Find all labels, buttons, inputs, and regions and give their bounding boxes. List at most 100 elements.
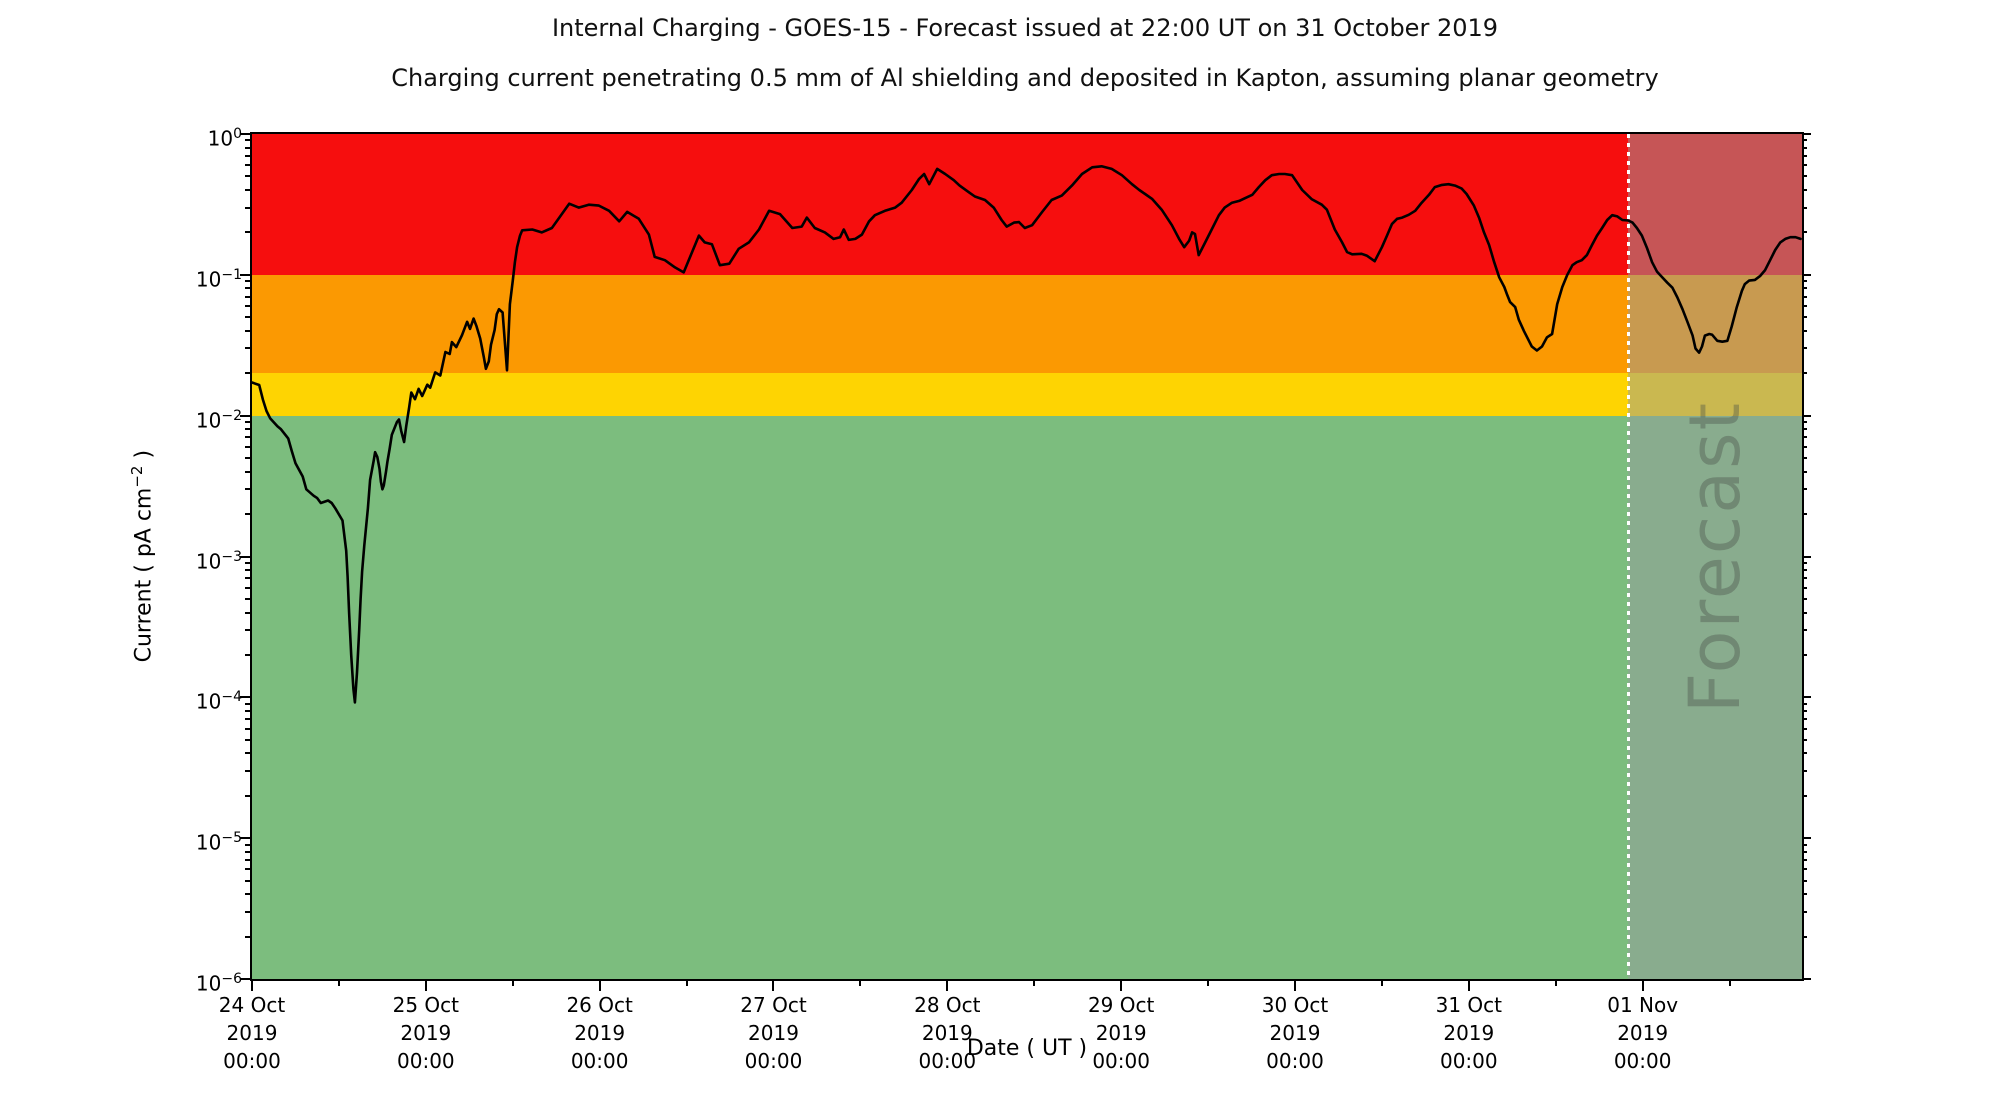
- y-minor-tick-right: [1802, 206, 1807, 209]
- chart-title: Internal Charging - GOES-15 - Forecast i…: [551, 14, 1499, 42]
- y-minor-tick-left: [245, 843, 252, 846]
- y-minor-tick-left: [245, 738, 252, 741]
- y-tick-label: 10−1: [195, 266, 242, 292]
- y-minor-tick-right: [1802, 146, 1807, 149]
- y-minor-tick-right: [1802, 305, 1807, 308]
- y-minor-tick-left: [245, 189, 252, 192]
- band-yellow: [252, 373, 1802, 416]
- y-minor-tick-right: [1802, 935, 1807, 938]
- y-minor-tick-left: [245, 347, 252, 350]
- x-major-tick: [598, 979, 601, 991]
- y-major-tick-left: [240, 978, 252, 980]
- y-minor-tick-left: [245, 561, 252, 564]
- y-tick-label: 10−4: [195, 689, 242, 714]
- y-minor-tick-left: [245, 718, 252, 721]
- y-minor-tick-right: [1802, 287, 1807, 290]
- y-minor-tick-left: [245, 752, 252, 755]
- y-minor-tick-right: [1802, 457, 1807, 460]
- y-minor-tick-right: [1802, 164, 1807, 167]
- x-tick-label: 25 Oct 2019 00:00: [392, 993, 460, 1073]
- y-major-tick-left: [240, 273, 252, 276]
- y-minor-tick-left: [245, 287, 252, 290]
- x-major-tick: [1641, 979, 1644, 991]
- y-major-tick-right: [1802, 837, 1811, 840]
- y-minor-tick-left: [245, 586, 252, 589]
- y-minor-tick-left: [245, 206, 252, 209]
- forecast-start-divider-line: [1626, 134, 1630, 979]
- x-major-tick: [946, 979, 949, 991]
- y-minor-tick-right: [1802, 910, 1807, 913]
- y-tick-label: 10−5: [195, 830, 242, 855]
- y-minor-tick-left: [245, 910, 252, 913]
- x-minor-tick: [337, 979, 340, 986]
- x-tick-label: 31 Oct 2019 00:00: [1435, 993, 1502, 1073]
- y-minor-tick-left: [245, 858, 252, 861]
- x-tick-label: 27 Oct 2019 00:00: [740, 993, 807, 1073]
- y-minor-tick-left: [245, 175, 252, 178]
- x-tick-label: 01 Nov 2019 00:00: [1607, 993, 1679, 1073]
- y-major-tick-right: [1802, 133, 1811, 135]
- y-minor-tick-right: [1802, 769, 1807, 772]
- y-minor-tick-right: [1802, 513, 1807, 516]
- y-minor-tick-left: [245, 702, 252, 705]
- y-minor-tick-left: [245, 868, 252, 871]
- y-minor-tick-right: [1802, 231, 1807, 234]
- y-minor-tick-left: [245, 305, 252, 308]
- y-minor-tick-left: [245, 154, 252, 157]
- x-tick-label: 29 Oct 2019 00:00: [1087, 993, 1155, 1073]
- y-major-tick-left: [240, 414, 252, 417]
- y-minor-tick-right: [1802, 879, 1807, 882]
- y-minor-tick-left: [245, 445, 252, 448]
- plot-area: Forecast 100 10−1 10−2 10−3 10−4 10−5 10−6 24 …: [128, 126, 1811, 1073]
- y-minor-tick-right: [1802, 718, 1807, 721]
- charging-current-line-svg: [250, 165, 1802, 704]
- y-minor-tick-right: [1802, 893, 1807, 896]
- y-minor-tick-right: [1802, 316, 1807, 319]
- y-minor-tick-right: [1802, 843, 1807, 846]
- x-minor-tick: [511, 979, 514, 986]
- y-minor-tick-left: [245, 488, 252, 491]
- y-minor-tick-left: [245, 577, 252, 580]
- y-minor-tick-left: [245, 428, 252, 431]
- y-major-tick-right: [1802, 273, 1811, 276]
- y-minor-tick-left: [245, 295, 252, 298]
- y-minor-tick-left: [245, 850, 252, 853]
- band-green: [252, 415, 1802, 979]
- x-minor-tick: [1033, 979, 1036, 986]
- y-minor-tick-right: [1802, 738, 1807, 741]
- y-minor-tick-right: [1802, 653, 1807, 656]
- y-minor-tick-right: [1802, 561, 1807, 564]
- y-minor-tick-left: [245, 653, 252, 656]
- y-minor-tick-left: [245, 329, 252, 332]
- y-minor-tick-left: [245, 231, 252, 234]
- y-minor-tick-right: [1802, 586, 1807, 589]
- y-tick-label: 10−6: [195, 971, 242, 996]
- y-minor-tick-right: [1802, 329, 1807, 332]
- y-minor-tick-right: [1802, 850, 1807, 853]
- y-minor-tick-right: [1802, 868, 1807, 871]
- y-minor-tick-right: [1802, 436, 1807, 439]
- y-minor-tick-right: [1802, 280, 1807, 283]
- charging-current-line: [250, 165, 1802, 704]
- x-major-tick: [1120, 979, 1123, 991]
- x-axis-label: Date ( UT ): [966, 1036, 1088, 1061]
- x-minor-tick: [1554, 979, 1557, 986]
- y-minor-tick-left: [245, 935, 252, 938]
- y-major-tick-right: [1802, 555, 1811, 558]
- x-tick-label: 28 Oct 2019 00:00: [914, 993, 981, 1073]
- y-tick-label: 100: [207, 126, 242, 151]
- x-major-tick: [1293, 979, 1296, 991]
- y-minor-tick-left: [245, 436, 252, 439]
- y-minor-tick-right: [1802, 727, 1807, 730]
- y-minor-tick-right: [1802, 189, 1807, 192]
- y-minor-tick-right: [1802, 629, 1807, 632]
- y-minor-tick-left: [245, 597, 252, 600]
- y-minor-tick-left: [245, 372, 252, 375]
- y-minor-tick-right: [1802, 295, 1807, 298]
- y-minor-tick-right: [1802, 154, 1807, 157]
- y-major-tick-right: [1802, 414, 1811, 417]
- y-minor-tick-right: [1802, 372, 1807, 375]
- y-minor-tick-right: [1802, 470, 1807, 473]
- y-major-tick-right: [1802, 978, 1811, 980]
